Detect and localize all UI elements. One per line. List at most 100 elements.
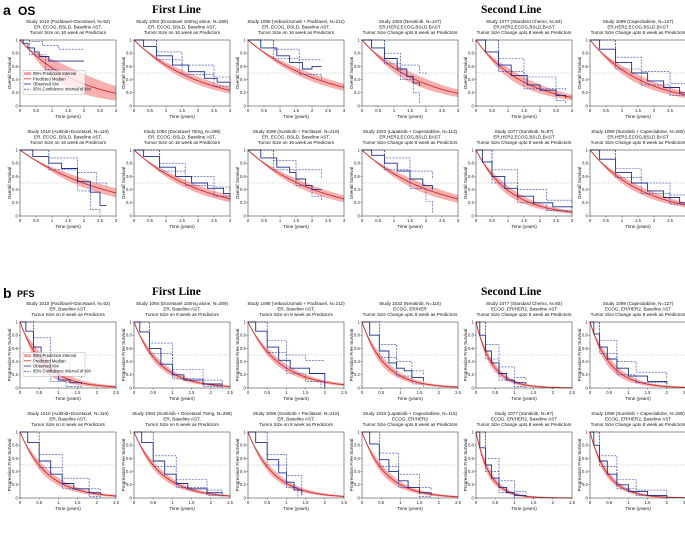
km-ci-lower-line	[20, 321, 82, 388]
y-tick-label: 1	[357, 37, 360, 42]
x-tick-label: 1	[399, 500, 402, 505]
x-tick-label: 0.5	[264, 390, 270, 395]
prediction-interval-band	[20, 432, 116, 498]
y-tick-label: 0.6	[582, 174, 588, 179]
y-tick-label: 0.6	[354, 456, 360, 461]
panel-title-line: Study 1099 (Capecitabine, N=127)	[603, 301, 674, 306]
x-tick-label: 1.5	[75, 390, 81, 395]
y-axis-label: Progression Free Survival	[349, 329, 354, 382]
panel-title-line: Study 1099 (Sunitinib + Paclitaxel, N=21…	[253, 129, 340, 134]
y-axis-label: Overall Survival	[7, 167, 12, 199]
y-tick-label: 0.6	[354, 346, 360, 351]
panel-title-line: ER, ECOG, BSLD, Baseline AST,	[34, 134, 102, 139]
panel-title-line: ER, Baseline AST,	[49, 306, 86, 311]
x-tick-label: 3	[343, 218, 346, 223]
km-ci-lower-line	[362, 321, 424, 387]
x-axis-label: Time (years)	[283, 396, 309, 401]
y-axis-label: Overall Survival	[349, 57, 354, 89]
x-tick-label: 1.5	[303, 500, 309, 505]
x-tick-label: 2.5	[113, 500, 119, 505]
x-tick-label: 2.5	[97, 218, 103, 223]
x-tick-label: 3	[229, 108, 232, 113]
y-tick-label: 1	[357, 147, 360, 152]
panel-title-line: ECOG, ER/HER2, Baseline AST	[491, 416, 557, 421]
y-tick-label: 0.2	[126, 200, 132, 205]
x-tick-label: 0	[247, 108, 250, 113]
y-tick-label: 0.2	[354, 372, 360, 377]
observed-km-line	[20, 431, 102, 494]
x-tick-label: 2.5	[683, 500, 685, 505]
legend-swatch-band	[24, 72, 31, 76]
x-axis-label: Time (years)	[397, 396, 423, 401]
x-tick-label: 1	[393, 218, 396, 223]
x-tick-label: 2.5	[341, 390, 347, 395]
y-axis-label: Overall Survival	[235, 57, 240, 89]
y-tick-label: 0.4	[468, 187, 474, 192]
x-tick-label: 3	[115, 218, 118, 223]
x-tick-label: 0.5	[606, 500, 612, 505]
km-ci-upper-line	[362, 321, 424, 375]
plot-frame	[247, 321, 345, 389]
predicted-median-line	[19, 431, 117, 497]
x-tick-label: 0.5	[150, 500, 156, 505]
x-tick-label: 2	[425, 108, 428, 113]
y-tick-label: 0.2	[354, 200, 360, 205]
y-tick-label: 0	[243, 495, 246, 500]
panel-title-line: Tumor Size on 16 week as Predictors	[144, 30, 221, 35]
panel-title-line: Study 1084 (Sunitinib + Docetaxel 75mg, …	[132, 411, 232, 416]
x-tick-label: 2	[311, 108, 314, 113]
x-tick-label: 1	[171, 500, 174, 505]
y-tick-label: 1	[129, 319, 132, 324]
y-tick-label: 0.4	[12, 187, 18, 192]
y-tick-label: 0.8	[12, 161, 18, 166]
observed-km-line	[134, 321, 223, 386]
panel-title-line: Study 1077 (Sunitinib, N=97)	[495, 129, 554, 134]
km-ci-upper-line	[248, 321, 325, 361]
section-b-letter: b	[3, 285, 12, 301]
plot-frame	[133, 321, 231, 389]
x-tick-label: 2.5	[227, 500, 233, 505]
y-tick-label: 0.6	[468, 174, 474, 179]
panel-title-line: Tumor Size on 8 week as Predictors	[145, 312, 219, 317]
x-tick-label: 0.5	[492, 500, 498, 505]
prediction-interval-band	[476, 322, 572, 388]
km-ci-lower-line	[248, 149, 322, 201]
observed-km-line	[248, 149, 322, 191]
x-tick-label: 2	[666, 500, 669, 505]
plot-frame	[133, 431, 231, 499]
x-tick-label: 1.5	[75, 500, 81, 505]
x-tick-label: 0	[247, 218, 250, 223]
y-tick-label: 1	[15, 37, 18, 42]
y-tick-label: 0.4	[126, 469, 132, 474]
y-axis-label: Progression Free Survival	[235, 329, 240, 382]
panel-title-line: Tumor Size on 8 week as Predictors	[145, 422, 219, 427]
panel-title-line: Tumor Size on 16 week as Predictors	[258, 140, 335, 145]
y-tick-label: 0.8	[240, 333, 246, 338]
predicted-median-line	[475, 321, 572, 389]
y-tick-label: 0.2	[240, 372, 246, 377]
panel-title-line: Study 1098 (Vebaciizumab + Paclitaxel, N…	[247, 19, 345, 24]
observed-km-line	[362, 149, 433, 190]
y-tick-label: 0.8	[468, 443, 474, 448]
y-tick-label: 1	[129, 147, 132, 152]
x-tick-label: 2.5	[325, 108, 331, 113]
y-axis-label: Progression Free Survival	[577, 439, 582, 492]
y-tick-label: 0	[471, 495, 474, 500]
x-tick-label: 2	[653, 108, 656, 113]
y-tick-label: 0.6	[126, 174, 132, 179]
x-tick-label: 1.5	[635, 218, 641, 223]
panel-title-line: ECOG, ER/HER2, Baseline AST	[605, 416, 671, 421]
panel-title-line: Study 1003 (Neratinib, N=107)	[379, 19, 442, 24]
y-tick-label: 0	[471, 213, 474, 218]
panel-title-line: Tumor Size on 16 week as Predictors	[30, 140, 107, 145]
x-tick-label: 2	[438, 500, 441, 505]
observed-km-line	[590, 431, 668, 497]
observed-km-line	[362, 321, 424, 382]
y-tick-label: 0.2	[582, 90, 588, 95]
x-tick-label: 3	[457, 218, 460, 223]
x-tick-label: 2.5	[569, 500, 575, 505]
x-tick-label: 0.5	[492, 390, 498, 395]
x-tick-label: 3	[343, 108, 346, 113]
x-tick-label: 1.5	[179, 108, 185, 113]
